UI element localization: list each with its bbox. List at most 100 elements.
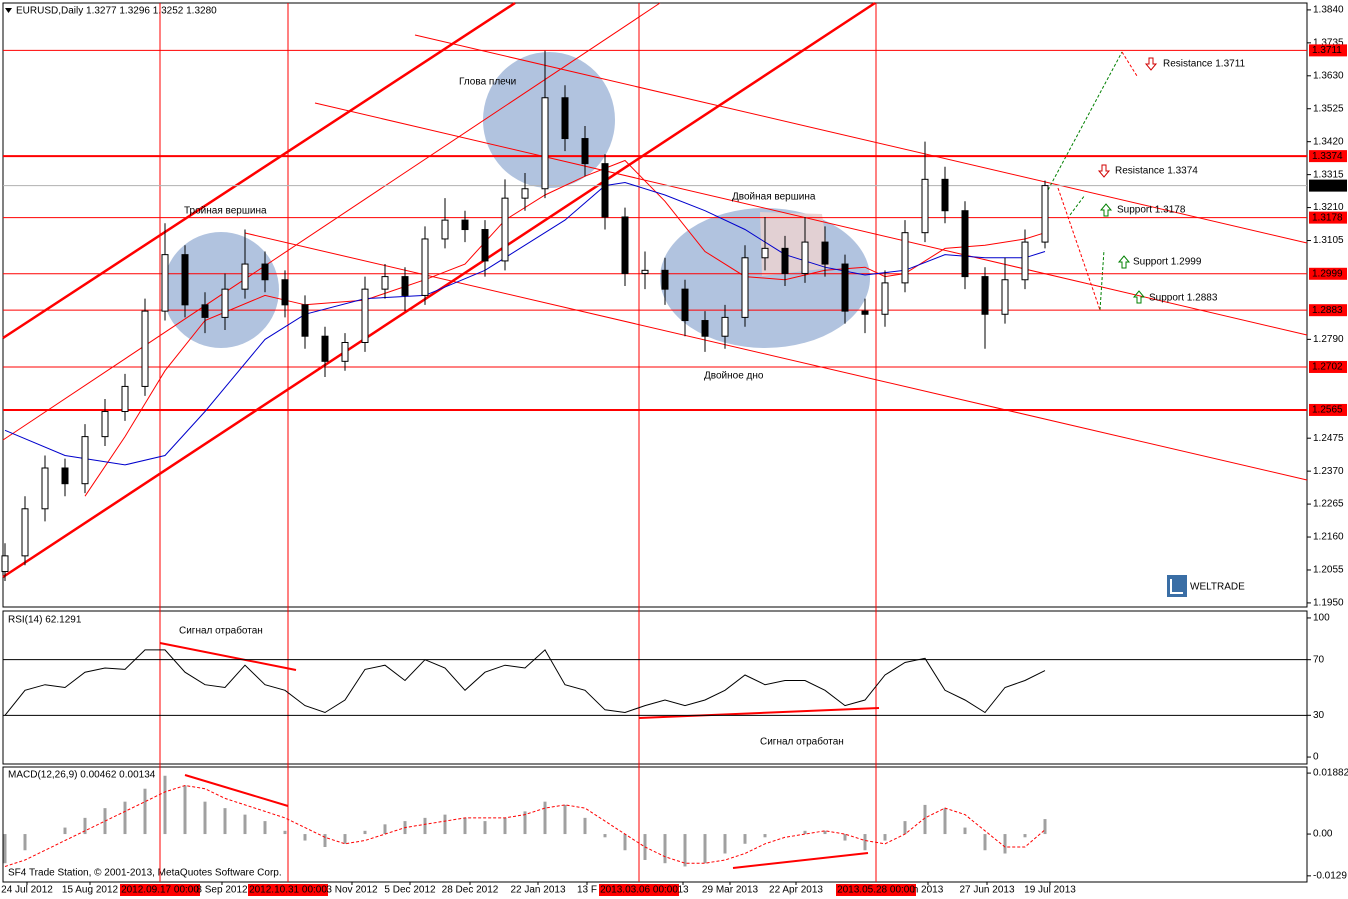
y-tick-label: 0 (1313, 752, 1319, 763)
up-arrow (1132, 290, 1146, 304)
divergence-line (159, 642, 297, 671)
x-tick-label: 13 F (577, 885, 597, 896)
candle-body (221, 288, 229, 318)
pattern-highlight (760, 212, 830, 276)
y-tick-label: 1.3210 (1313, 202, 1344, 213)
marker-label: 2013.05.28 00:00 (837, 885, 915, 896)
candle-body (981, 276, 989, 315)
x-tick-label: 22 Jan 2013 (510, 885, 565, 896)
level-label: 1.2565 (1312, 405, 1343, 416)
level-label: 1.2883 (1312, 305, 1343, 316)
candle-body (561, 97, 569, 140)
y-tick-label: 30 (1313, 710, 1325, 721)
y-tick-label: 1.3420 (1313, 136, 1344, 147)
y-tick-label: 1.3105 (1313, 235, 1344, 246)
candle-body (201, 304, 209, 318)
projection (1069, 194, 1086, 216)
annotation: Resistance 1.3374 (1115, 166, 1198, 177)
y-tick-label: 1.1950 (1313, 598, 1344, 609)
macd-panel (2, 766, 1308, 883)
candle-body (421, 238, 429, 296)
level-label-bg (1309, 267, 1347, 280)
trend-line (414, 34, 1308, 244)
x-tick-label: 5 Dec 2012 (384, 885, 436, 896)
projections (1047, 51, 1138, 311)
marker-label: 2012.10.31 00:00 (249, 885, 327, 896)
y-tick-label: 1.3840 (1313, 5, 1344, 16)
menu-icon (5, 8, 12, 13)
level-label: 1.3711 (1312, 45, 1342, 56)
candle-body (521, 188, 529, 199)
divergence-line (184, 774, 289, 807)
chart-title: EURUSD,Daily 1.3277 1.3296 1.3252 1.3280 (16, 6, 217, 17)
logo-text: WELTRADE (1190, 582, 1245, 593)
level-label: 1.3178 (1312, 212, 1343, 223)
candle-body (1041, 185, 1049, 243)
level-label-bg (1309, 211, 1347, 224)
annotation: Support 1.3178 (1117, 205, 1186, 216)
candle-body (281, 279, 289, 306)
data-layer: 1.38401.37351.36301.35251.34201.33151.32… (1, 3, 1348, 896)
candle-body (781, 247, 789, 274)
y-tick-label: 1.2055 (1313, 565, 1344, 576)
candle-body (481, 229, 489, 262)
level-label-bg (1309, 403, 1347, 416)
x-tick-label: 24 Jul 2012 (1, 885, 53, 896)
candle-body (301, 304, 309, 337)
candle-body (61, 467, 69, 485)
channel-line (2, 1, 516, 340)
marker-label: 2013.03.06 00:00 (600, 885, 678, 896)
level-label: 1.3374 (1312, 151, 1343, 162)
down-arrow (1144, 57, 1158, 71)
candle-body (141, 310, 149, 387)
candle-body (661, 269, 669, 290)
y-tick-label: 1.3315 (1313, 169, 1344, 180)
rsi-panel (2, 610, 1308, 765)
candle-body (641, 269, 649, 274)
candle-body (741, 257, 749, 318)
divergence-line (638, 707, 880, 719)
level-label-bg (1309, 150, 1347, 163)
y-tick-label: 1.2790 (1313, 334, 1344, 345)
up-arrow (1117, 255, 1131, 269)
annotation: Support 1.2883 (1149, 293, 1218, 304)
annotation: Resistance 1.3711 (1163, 59, 1246, 70)
level-label-bg (1309, 179, 1347, 192)
candle-body (321, 335, 329, 362)
marker-label-bg (120, 884, 200, 896)
y-tick-label: 100 (1313, 613, 1330, 624)
x-tick-label: 29 Mar 2013 (702, 885, 759, 896)
level-label-bg (1309, 304, 1347, 317)
candle-body (701, 320, 709, 337)
divergence-line (732, 852, 869, 869)
candle-body (1001, 279, 1009, 315)
candle-body (21, 508, 29, 557)
x-tick-label: 8 Sep 2012 (196, 885, 248, 896)
y-tick-label: 70 (1313, 654, 1325, 665)
candle-body (261, 263, 269, 281)
marker-label-bg (836, 884, 916, 896)
candle-body (1021, 241, 1029, 281)
annotation: Сигнал отработан (760, 736, 844, 748)
candle-body (121, 385, 129, 413)
candle-body (881, 282, 889, 315)
y-tick-label: 1.3630 (1313, 70, 1344, 81)
down-arrow (1097, 164, 1111, 178)
level-label: 1.2999 (1312, 268, 1343, 279)
candle-body (601, 163, 609, 218)
y-tick-label: 1.2160 (1313, 532, 1344, 543)
x-tick-label: 22 Apr 2013 (769, 885, 823, 896)
candle-body (721, 316, 729, 337)
candle-body (461, 219, 469, 231)
rsi-title: RSI(14) 62.1291 (8, 615, 82, 626)
candle-body (541, 97, 549, 190)
candle-body (621, 216, 629, 274)
marker-label-bg (599, 884, 679, 896)
level-label: 1.2702 (1312, 362, 1343, 373)
candle-body (761, 247, 769, 259)
candle-body (241, 263, 249, 290)
candle-body (101, 411, 109, 438)
candle-body (381, 276, 389, 290)
candle-body (961, 210, 969, 278)
